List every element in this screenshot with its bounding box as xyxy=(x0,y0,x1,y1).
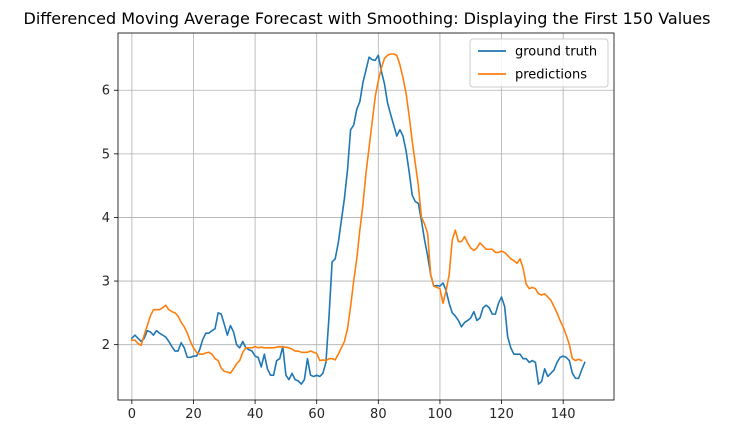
chart-title: Differenced Moving Average Forecast with… xyxy=(24,9,711,28)
grid xyxy=(118,33,614,400)
x-tick-label: 0 xyxy=(128,407,136,422)
y-tick-label: 4 xyxy=(102,211,110,226)
legend: ground truth predictions xyxy=(469,38,609,88)
y-tick-label: 3 xyxy=(102,275,110,290)
y-tick-label: 2 xyxy=(102,338,110,353)
x-tick-label: 80 xyxy=(370,407,387,422)
plot-frame xyxy=(117,32,615,401)
x-tick-label: 60 xyxy=(308,407,325,422)
legend-label-predictions: predictions xyxy=(515,68,587,83)
axis-ticks: 0 20 40 60 80 100 120 140 2 3 4 5 6 xyxy=(102,84,576,422)
x-tick-label: 40 xyxy=(247,407,264,422)
x-tick-label: 140 xyxy=(551,407,576,422)
x-tick-label: 100 xyxy=(428,407,453,422)
series-line-predictions xyxy=(131,53,583,375)
y-tick-label: 6 xyxy=(102,84,110,99)
x-tick-label: 120 xyxy=(489,407,514,422)
y-tick-label: 5 xyxy=(102,147,110,162)
legend-label-ground-truth: ground truth xyxy=(515,45,597,60)
x-tick-label: 20 xyxy=(185,407,202,422)
series-line-ground-truth xyxy=(130,54,586,385)
plot-series xyxy=(130,53,586,385)
